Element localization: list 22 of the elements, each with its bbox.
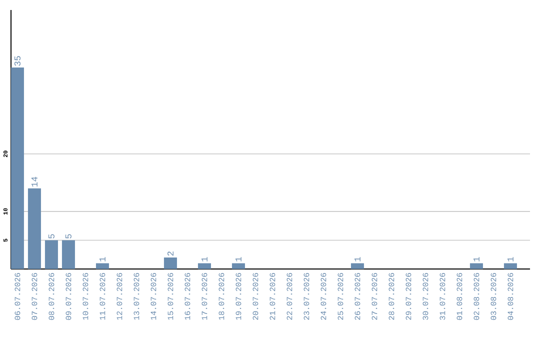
data-label: 5 (65, 234, 72, 238)
bar (504, 263, 517, 269)
bar (10, 68, 24, 269)
data-label: 1 (354, 257, 360, 262)
bar (62, 240, 75, 269)
data-label: 1 (100, 257, 106, 262)
bar (28, 188, 41, 269)
bar (470, 263, 483, 269)
data-label: 1 (202, 257, 208, 262)
bar (350, 263, 364, 269)
bar (164, 257, 177, 269)
data-label: 2 (167, 252, 174, 256)
data-label: 1 (508, 257, 514, 262)
bar (198, 263, 211, 269)
bar (232, 263, 245, 269)
data-label: 1 (236, 257, 242, 262)
data-label: 35 (14, 56, 21, 66)
data-label: 5 (48, 234, 54, 238)
data-label: 1 (474, 257, 480, 262)
bar (44, 240, 58, 269)
bar (96, 263, 109, 269)
data-label: 14 (32, 176, 38, 187)
